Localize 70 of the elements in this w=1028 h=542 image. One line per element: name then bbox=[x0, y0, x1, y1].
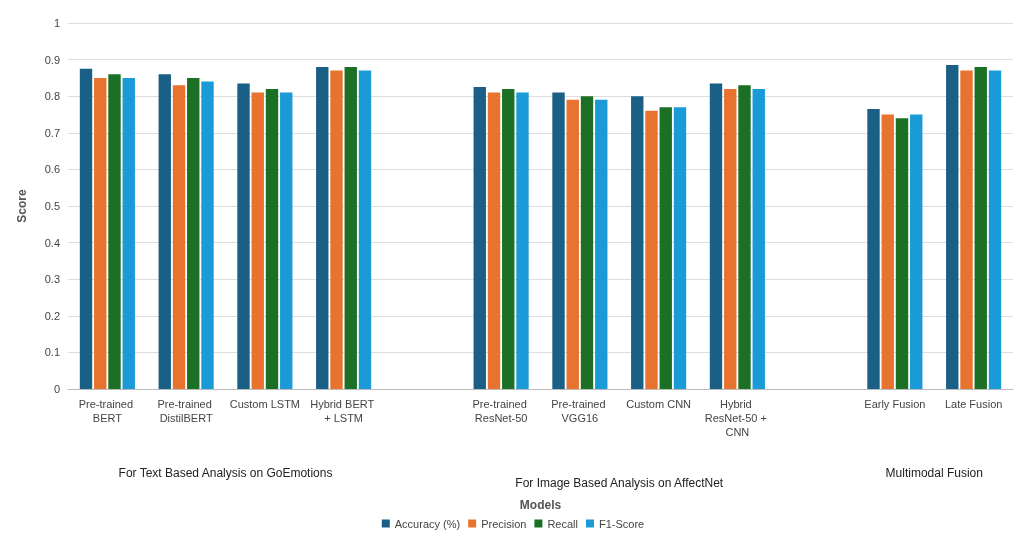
bar bbox=[94, 77, 107, 389]
legend-label: F1-Score bbox=[598, 517, 645, 530]
bar bbox=[79, 68, 93, 389]
y-tick-label: 0.5 bbox=[44, 200, 60, 212]
y-tick-label: 0.7 bbox=[44, 126, 60, 139]
bar bbox=[974, 66, 987, 389]
bar bbox=[645, 110, 658, 389]
bar bbox=[201, 81, 214, 389]
y-tick-label: 0.6 bbox=[44, 163, 60, 176]
bar bbox=[516, 92, 529, 389]
legend-label: Precision bbox=[481, 517, 527, 530]
x-tick-label: Late Fusion bbox=[944, 398, 1003, 410]
bar bbox=[910, 114, 923, 389]
bar bbox=[960, 70, 973, 389]
legend-label: Recall bbox=[547, 517, 578, 530]
bar bbox=[358, 70, 372, 389]
x-tick-label: Hybrid BERT + LSTM bbox=[310, 398, 378, 424]
bar bbox=[881, 114, 894, 389]
y-tick-label: 0.8 bbox=[44, 90, 60, 103]
legend-label: Accuracy (%) bbox=[394, 517, 461, 530]
bar bbox=[659, 107, 672, 389]
y-tick-label: 1 bbox=[53, 17, 60, 29]
bar bbox=[724, 88, 737, 389]
bar bbox=[867, 109, 880, 389]
bar bbox=[709, 83, 723, 389]
text: For Text Based Analysis on GoEmotions bbox=[118, 466, 333, 480]
x-tick-label: Pre-trained VGG16 bbox=[551, 398, 609, 424]
bar bbox=[988, 70, 1002, 389]
bar bbox=[487, 92, 501, 389]
bar bbox=[108, 74, 121, 389]
x-tick-label: Pre-trained ResNet-50 bbox=[472, 398, 530, 424]
bar bbox=[473, 87, 486, 389]
y-tick-label: 0.1 bbox=[44, 346, 60, 359]
bar bbox=[946, 65, 959, 389]
y-tick-label: 0.3 bbox=[44, 273, 60, 286]
bar bbox=[566, 99, 579, 389]
bar bbox=[251, 92, 264, 389]
bar bbox=[187, 77, 200, 389]
bar bbox=[316, 66, 329, 389]
bar bbox=[895, 118, 909, 389]
bar bbox=[265, 88, 279, 389]
x-tick-label: Early Fusion bbox=[864, 398, 926, 410]
bar bbox=[172, 85, 186, 389]
bar bbox=[237, 83, 250, 389]
x-tick-label: Hybrid ResNet-50 + CNN bbox=[704, 398, 770, 438]
y-tick-label: 0.4 bbox=[44, 236, 60, 249]
bar bbox=[502, 88, 515, 389]
bar bbox=[330, 70, 343, 389]
x-axis-title: Models bbox=[519, 498, 562, 512]
bar bbox=[280, 92, 293, 389]
bar bbox=[122, 77, 135, 389]
bar bbox=[673, 107, 687, 389]
bar bbox=[344, 66, 357, 389]
bar bbox=[595, 99, 608, 389]
y-tick-label: 0.9 bbox=[44, 53, 60, 66]
bar bbox=[580, 96, 594, 389]
x-tick-label: Custom CNN bbox=[626, 398, 692, 410]
bar bbox=[752, 88, 765, 389]
y-tick-label: 0.2 bbox=[44, 309, 60, 322]
x-tick-label: Pre-trained DistilBERT bbox=[157, 398, 215, 424]
y-tick-label: 0 bbox=[53, 383, 60, 395]
x-tick-label: Custom LSTM bbox=[229, 398, 301, 410]
x-tick-label: Pre-trained BERT bbox=[78, 398, 137, 424]
bar bbox=[738, 85, 751, 389]
text: Multimodal Fusion bbox=[885, 466, 983, 480]
y-axis-title: Score bbox=[15, 189, 29, 223]
bar bbox=[158, 74, 171, 389]
bar bbox=[631, 96, 644, 389]
bar bbox=[552, 92, 565, 389]
text: For Image Based Analysis on AffectNet bbox=[515, 476, 724, 490]
